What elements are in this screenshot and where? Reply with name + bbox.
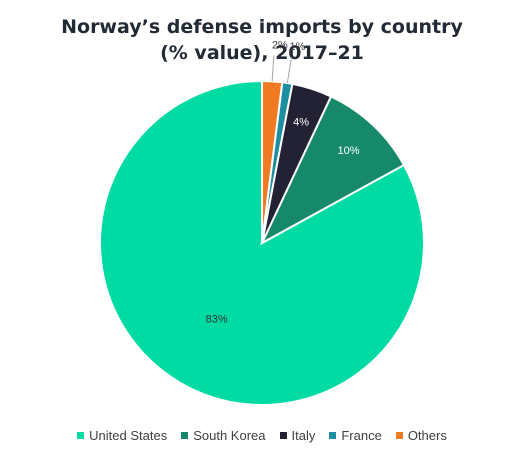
leader-lines	[271, 55, 292, 84]
legend-swatch	[181, 432, 189, 439]
data-labels: 83% 10% 4% 1%2%	[206, 39, 360, 325]
legend-swatch	[395, 432, 403, 439]
pie-slice-south-korea	[259, 95, 406, 246]
legend-item-united-states: United States	[77, 428, 167, 443]
pie-slices	[98, 79, 425, 406]
leader-line-france	[286, 57, 292, 84]
chart-title-line-1: Norway’s defense imports by country	[61, 16, 463, 38]
legend-label: South Korea	[193, 428, 266, 443]
data-label-others: 2%	[272, 39, 288, 51]
legend-item-south-korea: South Korea	[181, 428, 266, 443]
legend: United States South Korea Italy France Other…	[0, 428, 524, 443]
leader-line-others	[271, 55, 275, 82]
legend-label: France	[341, 428, 382, 443]
data-label-united-states: 83%	[206, 314, 228, 326]
data-label-south-korea: 10%	[337, 145, 359, 157]
legend-item-france: France	[329, 428, 382, 443]
legend-label: Italy	[291, 428, 316, 443]
legend-swatch	[329, 432, 337, 439]
chart-title-line-2: (% value), 2017–21	[160, 42, 364, 64]
legend-item-italy: Italy	[279, 428, 316, 443]
legend-label: United States	[89, 428, 168, 443]
pie-slice-others	[261, 79, 284, 244]
legend-swatch	[77, 432, 85, 439]
legend-swatch	[279, 432, 287, 439]
legend-item-others: Others	[395, 428, 447, 443]
data-label-italy: 4%	[293, 117, 309, 129]
chart-title: Norway’s defense imports by country (% v…	[0, 14, 524, 66]
data-label-france: 1%	[289, 41, 305, 53]
legend-label: Others	[407, 428, 447, 443]
